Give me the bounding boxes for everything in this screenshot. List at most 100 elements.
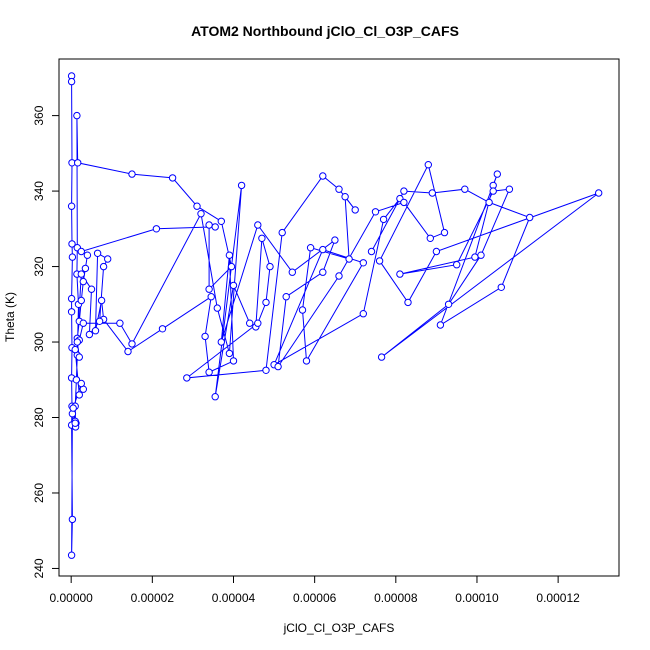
data-point xyxy=(428,189,436,197)
y-tick-label: 360 xyxy=(32,105,46,125)
data-point xyxy=(229,281,238,290)
data-point xyxy=(227,262,236,271)
data-point xyxy=(128,340,136,348)
data-point xyxy=(341,193,349,201)
data-point xyxy=(436,321,445,329)
data-point xyxy=(319,268,327,276)
data-point xyxy=(404,298,412,307)
data-point xyxy=(77,247,86,256)
data-point xyxy=(152,225,161,233)
data-point xyxy=(351,206,359,214)
data-point xyxy=(75,353,84,361)
data-point xyxy=(379,215,388,224)
data-point xyxy=(73,111,81,120)
data-point xyxy=(104,255,112,263)
data-point xyxy=(201,332,209,341)
data-point xyxy=(493,170,501,178)
data-point xyxy=(158,325,167,333)
data-point xyxy=(432,247,441,256)
x-tick-label: 0.00008 xyxy=(374,591,418,605)
data-point xyxy=(213,304,222,312)
data-point xyxy=(124,347,132,356)
data-point xyxy=(477,251,485,259)
data-point xyxy=(205,285,213,293)
data-point xyxy=(489,187,497,195)
data-point xyxy=(77,270,86,278)
data-point xyxy=(453,261,461,269)
data-point xyxy=(396,270,404,278)
data-point xyxy=(371,208,380,216)
data-point xyxy=(68,253,77,261)
y-axis: 240 260 280 300 320 340 360 xyxy=(32,105,59,578)
x-tick-label: 0.00004 xyxy=(212,591,256,605)
data-point xyxy=(69,404,77,412)
data-point xyxy=(359,310,367,318)
chart-title: ATOM2 Northbound jClO_Cl_O3P_CAFS xyxy=(191,23,459,39)
data-point xyxy=(81,264,90,273)
data-point xyxy=(183,374,191,382)
y-tick-label: 240 xyxy=(32,558,46,578)
y-tick-label: 320 xyxy=(32,256,46,276)
data-point xyxy=(207,293,215,301)
data-point xyxy=(72,376,81,384)
x-axis: 0.00000 0.00002 0.00004 0.00006 0.00008 0.000… xyxy=(49,575,580,605)
data-point xyxy=(461,185,469,193)
data-point xyxy=(282,293,290,301)
data-point xyxy=(345,255,353,263)
data-point xyxy=(377,353,386,361)
data-point xyxy=(274,362,282,371)
data-point xyxy=(67,308,76,316)
y-axis-label: Theta (K) xyxy=(3,292,17,342)
data-point xyxy=(87,285,96,293)
y-tick-label: 280 xyxy=(32,407,46,427)
x-tick-label: 0.00000 xyxy=(49,591,93,605)
y-tick-label: 260 xyxy=(32,483,46,503)
data-point xyxy=(91,327,100,335)
data-point xyxy=(302,357,311,365)
data-point xyxy=(85,330,94,339)
data-point xyxy=(298,306,307,314)
data-point xyxy=(211,393,219,401)
data-point xyxy=(197,210,205,218)
data-point xyxy=(205,368,213,376)
data-point xyxy=(471,253,479,261)
data-point xyxy=(99,262,108,271)
data-point xyxy=(68,515,77,524)
data-point xyxy=(246,319,254,327)
data-point xyxy=(217,217,226,226)
data-point xyxy=(77,379,86,388)
data-point xyxy=(331,236,339,244)
data-point xyxy=(67,551,76,559)
plot-frame xyxy=(58,58,620,577)
data-point xyxy=(67,294,76,303)
data-point xyxy=(67,77,76,86)
data-point xyxy=(229,357,238,365)
data-point xyxy=(335,185,343,193)
data-point xyxy=(71,419,79,427)
data-point xyxy=(375,257,384,265)
data-point xyxy=(288,268,296,276)
data-point xyxy=(278,228,286,237)
data-point xyxy=(367,247,376,256)
data-point xyxy=(93,249,102,258)
data-point xyxy=(71,345,79,354)
data-point xyxy=(262,366,270,374)
data-point xyxy=(258,234,266,243)
data-point xyxy=(319,172,327,180)
data-point xyxy=(306,244,315,252)
data-point xyxy=(237,181,246,190)
y-tick-label: 300 xyxy=(32,332,46,352)
data-point xyxy=(595,189,603,197)
data-point xyxy=(254,221,262,229)
data-point xyxy=(95,317,104,325)
data-point xyxy=(335,272,343,280)
data-point xyxy=(359,259,367,267)
x-tick-label: 0.00006 xyxy=(293,591,337,605)
data-point xyxy=(262,298,270,307)
data-point xyxy=(74,159,82,167)
data-point xyxy=(266,262,274,271)
data-point xyxy=(83,251,92,259)
data-point xyxy=(426,234,434,243)
data-point xyxy=(97,296,106,305)
